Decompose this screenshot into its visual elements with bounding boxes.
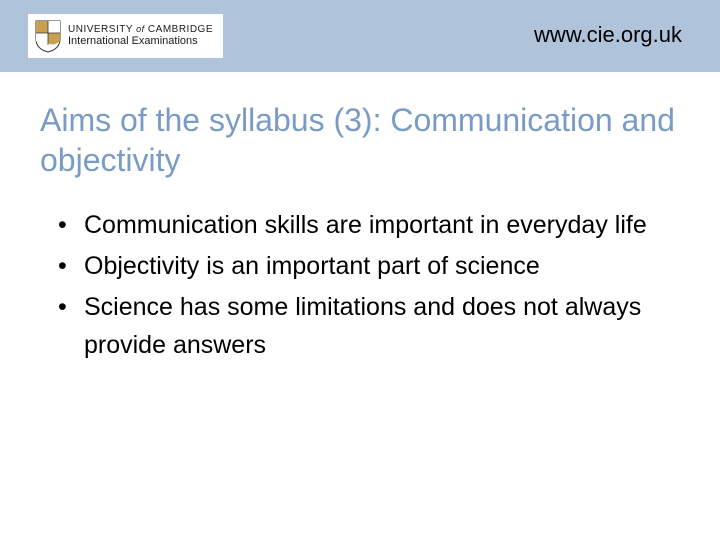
logo-line2: International Examinations [68,35,213,47]
logo-university: UNIVERSITY [68,24,133,35]
bullet-list: Communication skills are important in ev… [40,206,680,365]
bullet-item: Science has some limitations and does no… [58,288,680,366]
logo-box: UNIVERSITY of CAMBRIDGE International Ex… [28,14,223,58]
cambridge-shield-icon [34,19,62,53]
bullet-item: Objectivity is an important part of scie… [58,247,680,286]
slide-content: Aims of the syllabus (3): Communication … [0,72,720,365]
slide-header: UNIVERSITY of CAMBRIDGE International Ex… [0,0,720,72]
logo-of: of [136,24,145,34]
logo-text: UNIVERSITY of CAMBRIDGE International Ex… [68,24,213,47]
logo-cambridge: CAMBRIDGE [148,24,213,35]
slide-title: Aims of the syllabus (3): Communication … [40,100,680,180]
bullet-item: Communication skills are important in ev… [58,206,680,245]
header-url: www.cie.org.uk [534,22,682,48]
logo-line1: UNIVERSITY of CAMBRIDGE [68,24,213,35]
